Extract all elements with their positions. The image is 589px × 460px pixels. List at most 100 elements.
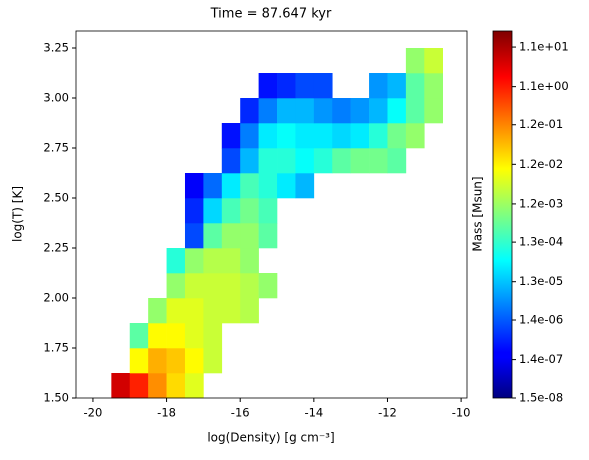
cell [184,323,204,349]
cell [405,98,425,124]
x-tick-label: -10 [452,406,471,420]
cell [277,123,296,149]
cell [313,73,333,99]
cell [240,248,259,274]
colorbar-tick-label: 1.3e-05 [519,274,563,288]
cell [405,123,425,149]
cell [184,273,204,299]
cell [424,98,444,124]
cell [313,98,333,124]
cell [240,173,259,199]
cell [166,348,186,374]
cell [258,73,278,99]
x-tick-label: -18 [157,406,176,420]
cell [240,298,259,324]
chart-title: Time = 87.647 kyr [210,7,332,22]
x-tick-label: -14 [304,406,323,420]
cell [240,198,259,224]
cell [184,373,204,399]
cell [295,98,315,124]
cell [258,223,278,249]
cell [295,123,315,149]
cell [277,73,296,99]
cell [148,348,167,374]
colorbar [492,30,513,399]
cell [240,123,259,149]
cell [129,323,149,349]
cell [166,273,186,299]
cell [221,273,241,299]
cell [295,173,315,199]
cell [332,148,351,174]
cell [295,73,315,99]
cell [313,123,333,149]
cell [277,148,296,174]
colorbar-tick-label: 1.4e-07 [519,352,563,366]
cell [258,173,278,199]
cell [184,198,204,224]
cell [350,148,370,174]
cell [111,373,131,399]
cell [350,123,370,149]
cell [240,98,259,124]
cell [332,123,351,149]
cell [332,98,351,124]
cell [424,48,444,74]
cell [221,248,241,274]
y-tick-label: 2.75 [43,141,69,155]
plot-frame [75,30,468,399]
cell [240,273,259,299]
cell [203,273,223,299]
cell [166,298,186,324]
cell [148,323,167,349]
y-axis-label: log(T) [K] [11,186,25,242]
x-axis-label: log(Density) [g cm⁻³] [207,431,334,445]
cell [424,73,444,99]
cell [387,73,407,99]
colorbar-tick-label: 1.3e-04 [519,235,563,249]
y-tick-label: 3.25 [43,41,69,55]
cell [148,298,167,324]
cell [387,148,407,174]
cell [184,298,204,324]
cell [258,273,278,299]
colorbar-tick-label: 1.1e+01 [519,40,569,54]
cell [166,248,186,274]
y-tick-label: 1.50 [43,391,69,405]
y-tick-label: 3.00 [43,91,69,105]
cell [166,373,186,399]
x-tick-label: -20 [84,406,103,420]
cell [369,98,388,124]
colorbar-tick-label: 1.2e-02 [519,157,563,171]
y-tick-label: 2.00 [43,291,69,305]
cell [369,73,388,99]
cell [221,148,241,174]
y-tick-label: 2.25 [43,241,69,255]
y-tick-label: 1.75 [43,341,69,355]
colorbar-tick-label: 1.5e-08 [519,391,563,405]
cell [258,198,278,224]
cell [387,123,407,149]
cell [313,148,333,174]
cell [405,48,425,74]
cell [221,198,241,224]
cell [184,223,204,249]
cell [203,323,223,349]
cell [295,148,315,174]
cell [258,148,278,174]
cell [369,148,388,174]
cell [350,98,370,124]
colorbar-tick-label: 1.2e-01 [519,117,563,131]
cell [221,173,241,199]
cell [184,348,204,374]
cell [221,223,241,249]
cell [203,173,223,199]
cell [240,223,259,249]
colorbar-tick-label: 1.4e-06 [519,313,563,327]
cell [184,248,204,274]
cell [258,123,278,149]
cell [203,198,223,224]
cell [387,98,407,124]
cell [148,373,167,399]
